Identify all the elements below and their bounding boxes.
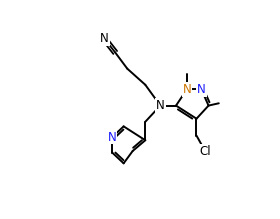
Text: Cl: Cl bbox=[200, 145, 211, 158]
Text: N: N bbox=[197, 83, 206, 96]
Text: N: N bbox=[100, 32, 109, 45]
Text: N: N bbox=[156, 99, 165, 112]
Text: N: N bbox=[108, 131, 116, 144]
Text: N: N bbox=[183, 83, 191, 96]
